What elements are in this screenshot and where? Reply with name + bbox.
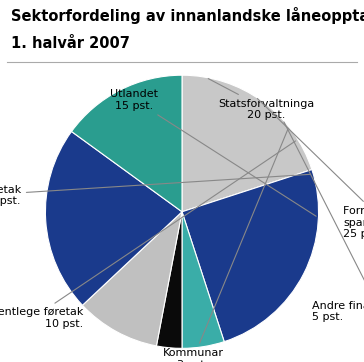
Text: Private føretak
22 pst.: Private føretak 22 pst.: [0, 174, 310, 206]
Wedge shape: [182, 212, 224, 348]
Text: Offentlege føretak
10 pst.: Offentlege føretak 10 pst.: [0, 141, 296, 329]
Text: Utlandet
15 pst.: Utlandet 15 pst.: [110, 89, 316, 216]
Text: Sektorfordeling av innanlandske låneopptak.: Sektorfordeling av innanlandske låneoppt…: [11, 7, 364, 24]
Wedge shape: [182, 75, 312, 212]
Wedge shape: [157, 212, 182, 348]
Text: Andre finansielle føretak
5 pst.: Andre finansielle føretak 5 pst.: [284, 122, 364, 322]
Wedge shape: [46, 131, 182, 305]
Text: 1. halvår 2007: 1. halvår 2007: [11, 36, 130, 51]
Wedge shape: [82, 212, 182, 346]
Text: Statsforvaltninga
20 pst.: Statsforvaltninga 20 pst.: [208, 79, 315, 120]
Text: Kommunar
3 pst.: Kommunar 3 pst.: [162, 129, 288, 362]
Text: Forretnings- og
sparebankar
25 pst.: Forretnings- og sparebankar 25 pst.: [257, 98, 364, 239]
Wedge shape: [71, 75, 182, 212]
Wedge shape: [182, 169, 318, 342]
